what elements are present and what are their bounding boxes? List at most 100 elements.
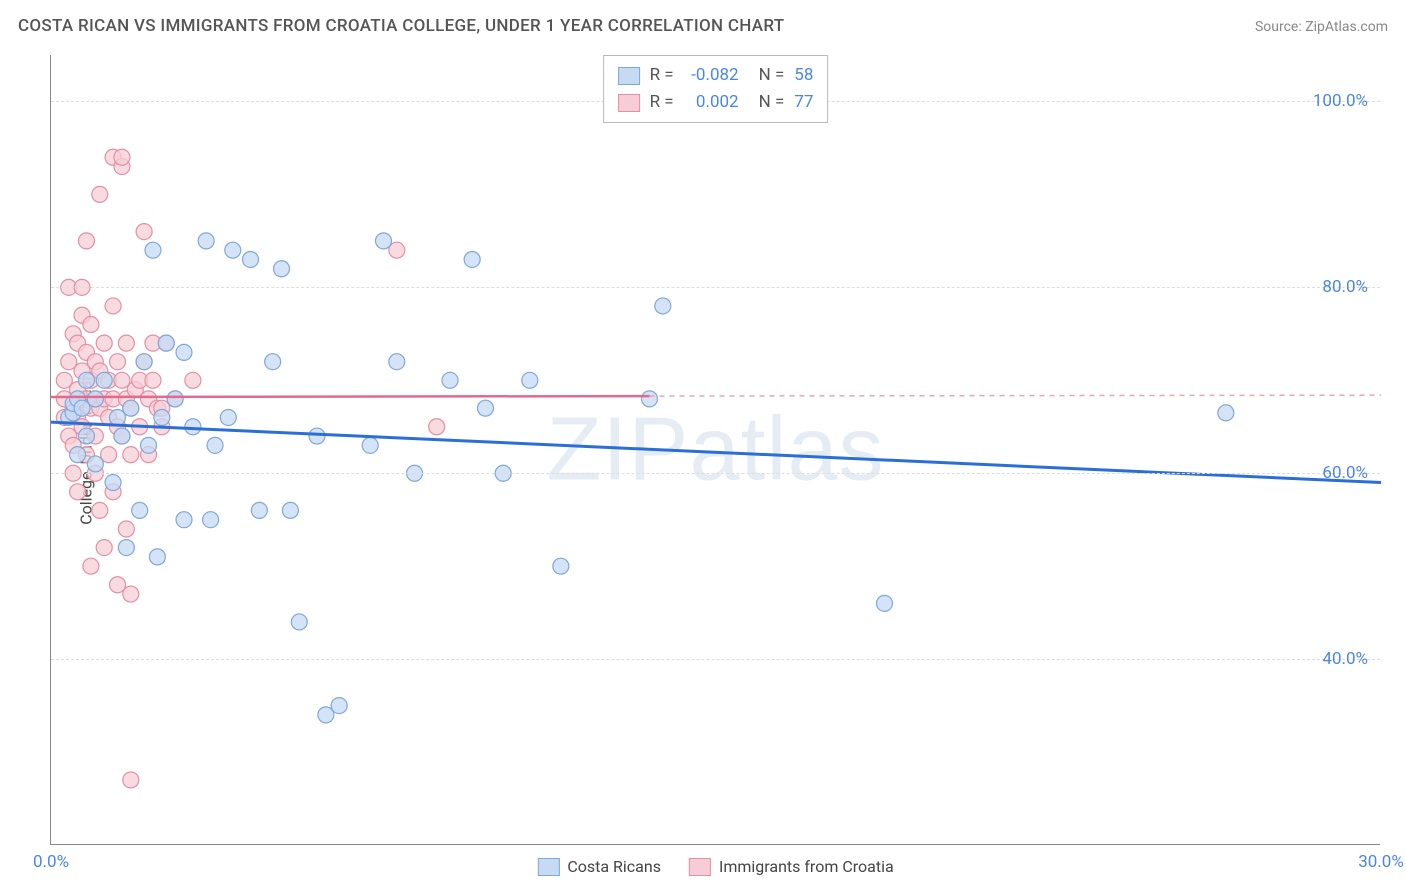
stats-n-value: 77 xyxy=(794,89,813,116)
data-point xyxy=(83,558,99,574)
data-point xyxy=(220,409,236,425)
data-point xyxy=(96,335,112,351)
data-point xyxy=(282,502,298,518)
data-point xyxy=(185,419,201,435)
y-tick-label: 60.0% xyxy=(1322,463,1368,483)
plot-area: College, Under 1 year ZIPatlas R =-0.082… xyxy=(50,55,1380,845)
data-point xyxy=(642,391,658,407)
y-tick-label: 40.0% xyxy=(1322,649,1368,669)
data-point xyxy=(136,224,152,240)
chart-title: COSTA RICAN VS IMMIGRANTS FROM CROATIA C… xyxy=(18,16,784,36)
header: COSTA RICAN VS IMMIGRANTS FROM CROATIA C… xyxy=(18,16,1388,36)
legend-swatch xyxy=(537,858,559,876)
legend-item: Costa Ricans xyxy=(537,857,661,876)
data-point xyxy=(132,502,148,518)
data-point xyxy=(105,298,121,314)
stats-r-value: -0.082 xyxy=(684,62,739,89)
bottom-legend: Costa Ricans Immigrants from Croatia xyxy=(537,857,893,876)
data-point xyxy=(376,233,392,249)
data-point xyxy=(118,335,134,351)
stats-r-value: 0.002 xyxy=(684,89,739,116)
data-point xyxy=(176,512,192,528)
gridline xyxy=(51,473,1380,474)
legend-label: Immigrants from Croatia xyxy=(719,857,894,876)
data-point xyxy=(274,261,290,277)
data-point xyxy=(442,372,458,388)
data-point xyxy=(78,428,94,444)
data-point xyxy=(114,428,130,444)
data-point xyxy=(105,475,121,491)
data-point xyxy=(158,335,174,351)
data-point xyxy=(83,317,99,333)
data-point xyxy=(1218,405,1234,421)
y-tick-label: 80.0% xyxy=(1322,277,1368,297)
data-point xyxy=(118,540,134,556)
data-point xyxy=(141,437,157,453)
data-point xyxy=(225,242,241,258)
data-point xyxy=(149,549,165,565)
stats-row: R = -0.082 N = 58 xyxy=(618,62,814,89)
data-point xyxy=(331,698,347,714)
y-tick-label: 100.0% xyxy=(1313,91,1368,111)
data-point xyxy=(291,614,307,630)
stats-n-label: N = xyxy=(759,89,785,116)
data-point xyxy=(92,186,108,202)
trend-line-extension xyxy=(650,395,1382,396)
stats-n-value: 58 xyxy=(794,62,813,89)
data-point xyxy=(429,419,445,435)
stats-r-label: R = xyxy=(650,89,674,116)
data-point xyxy=(477,400,493,416)
legend-item: Immigrants from Croatia xyxy=(689,857,894,876)
x-tick-label: 0.0% xyxy=(33,852,69,872)
data-point xyxy=(362,437,378,453)
legend-swatch xyxy=(618,94,640,112)
data-point xyxy=(70,447,86,463)
data-point xyxy=(251,502,267,518)
legend-swatch xyxy=(618,67,640,85)
stats-r-label: R = xyxy=(650,62,674,89)
data-point xyxy=(655,298,671,314)
data-point xyxy=(522,372,538,388)
legend-swatch xyxy=(689,858,711,876)
data-point xyxy=(136,354,152,370)
data-point xyxy=(92,502,108,518)
data-point xyxy=(145,372,161,388)
data-point xyxy=(207,437,223,453)
data-point xyxy=(70,484,86,500)
stats-row: R = 0.002 N = 77 xyxy=(618,89,814,116)
legend-label: Costa Ricans xyxy=(567,857,661,876)
data-point xyxy=(123,400,139,416)
data-point xyxy=(265,354,281,370)
stats-n-label: N = xyxy=(759,62,785,89)
data-point xyxy=(176,344,192,360)
gridline xyxy=(51,659,1380,660)
data-point xyxy=(96,372,112,388)
data-point xyxy=(243,251,259,267)
data-point xyxy=(87,391,103,407)
data-point xyxy=(167,391,183,407)
data-point xyxy=(876,595,892,611)
x-tick-label: 30.0% xyxy=(1358,852,1404,872)
stats-legend: R = -0.082 N = 58 R = 0.002 N = 77 xyxy=(603,55,829,123)
data-point xyxy=(123,447,139,463)
data-point xyxy=(110,354,126,370)
data-point xyxy=(145,242,161,258)
data-point xyxy=(203,512,219,528)
data-point xyxy=(96,540,112,556)
gridline xyxy=(51,287,1380,288)
data-point xyxy=(389,354,405,370)
data-point xyxy=(464,251,480,267)
data-point xyxy=(123,772,139,788)
data-point xyxy=(123,586,139,602)
data-point xyxy=(553,558,569,574)
data-point xyxy=(118,521,134,537)
source-label: Source: ZipAtlas.com xyxy=(1255,19,1388,35)
data-point xyxy=(185,372,201,388)
data-point xyxy=(198,233,214,249)
data-point xyxy=(309,428,325,444)
data-point xyxy=(78,233,94,249)
data-point xyxy=(78,372,94,388)
data-point xyxy=(154,409,170,425)
data-point xyxy=(114,149,130,165)
trend-line xyxy=(51,396,650,397)
